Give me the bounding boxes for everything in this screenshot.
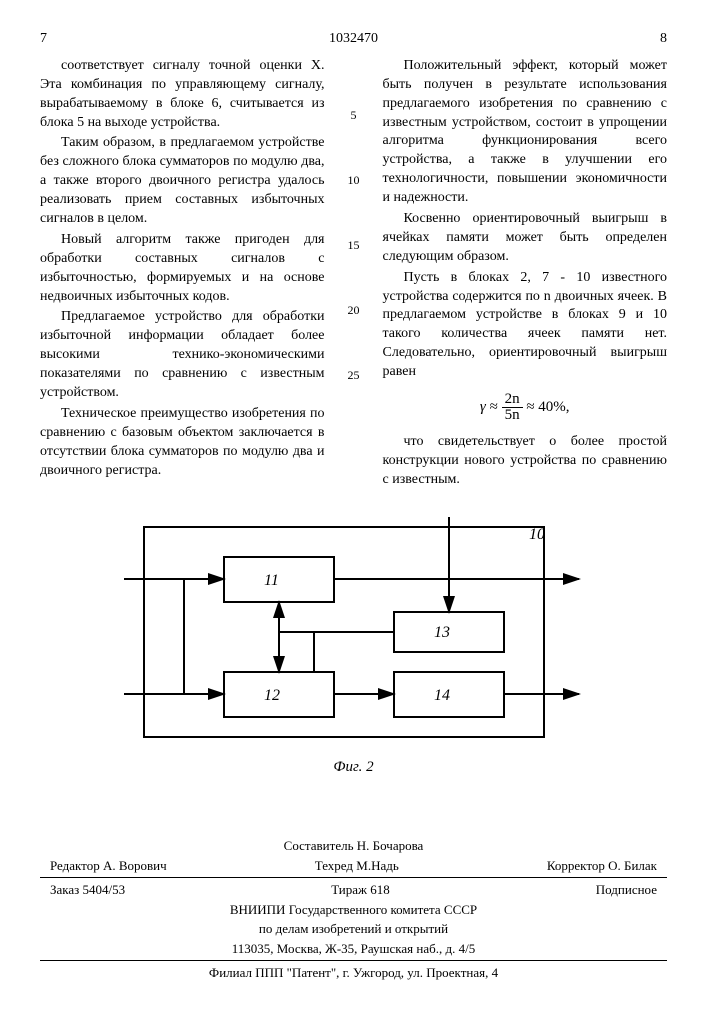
block-label-11: 11 bbox=[264, 572, 279, 589]
figure-2-diagram: 10 11 13 12 14 bbox=[40, 517, 667, 747]
block-label-13: 13 bbox=[434, 624, 450, 641]
para: Новый алгоритм также пригоден для обрабо… bbox=[40, 231, 325, 307]
line-num: 20 bbox=[345, 302, 363, 318]
line-num: 15 bbox=[345, 237, 363, 253]
tech-editor: Техред М.Надь bbox=[315, 857, 399, 875]
tirazh: Тираж 618 bbox=[331, 881, 390, 899]
line-num: 25 bbox=[345, 367, 363, 383]
compiler: Составитель Н. Бочарова bbox=[40, 837, 667, 855]
page-num-right: 8 bbox=[660, 30, 667, 49]
editor: Редактор А. Ворович bbox=[50, 857, 167, 875]
para: Предлагаемое устройство для обработки из… bbox=[40, 308, 325, 402]
para: соответствует сигналу точной оценки X. Э… bbox=[40, 57, 325, 133]
para: Положительный эффект, который может быть… bbox=[383, 57, 668, 208]
right-column: Положительный эффект, который может быть… bbox=[383, 57, 668, 492]
para: Техническое преимущество изобретения по … bbox=[40, 405, 325, 481]
line-num: 5 bbox=[345, 107, 363, 123]
line-number-gutter: 5 10 15 20 25 bbox=[345, 57, 363, 492]
publisher-dept: по делам изобретений и открытий bbox=[40, 920, 667, 938]
formula: γ ≈ 2n5n ≈ 40%, bbox=[383, 392, 668, 423]
subscription: Подписное bbox=[596, 881, 657, 899]
block-label-14: 14 bbox=[434, 687, 450, 704]
figure-caption: Фиг. 2 bbox=[40, 757, 667, 777]
publisher-address: 113035, Москва, Ж-35, Раушская наб., д. … bbox=[40, 940, 667, 958]
page-num-left: 7 bbox=[40, 30, 47, 49]
para: Косвенно ориентировочный выигрыш в ячейк… bbox=[383, 210, 668, 267]
para: что свидетельствует о более простой конс… bbox=[383, 433, 668, 490]
publisher-org: ВНИИПИ Государственного комитета СССР bbox=[40, 901, 667, 919]
block-label-10: 10 bbox=[529, 526, 545, 543]
para: Пусть в блоках 2, 7 - 10 известного устр… bbox=[383, 269, 668, 382]
line-num: 10 bbox=[345, 172, 363, 188]
corrector: Корректор О. Билак bbox=[547, 857, 657, 875]
left-column: соответствует сигналу точной оценки X. Э… bbox=[40, 57, 325, 492]
imprint-footer: Составитель Н. Бочарова Редактор А. Воро… bbox=[40, 837, 667, 982]
block-label-12: 12 bbox=[264, 687, 280, 704]
doc-number: 1032470 bbox=[329, 30, 378, 49]
branch-address: Филиал ППП "Патент", г. Ужгород, ул. Про… bbox=[40, 964, 667, 982]
order-number: Заказ 5404/53 bbox=[50, 881, 125, 899]
para: Таким образом, в предлагаемом устройстве… bbox=[40, 134, 325, 228]
